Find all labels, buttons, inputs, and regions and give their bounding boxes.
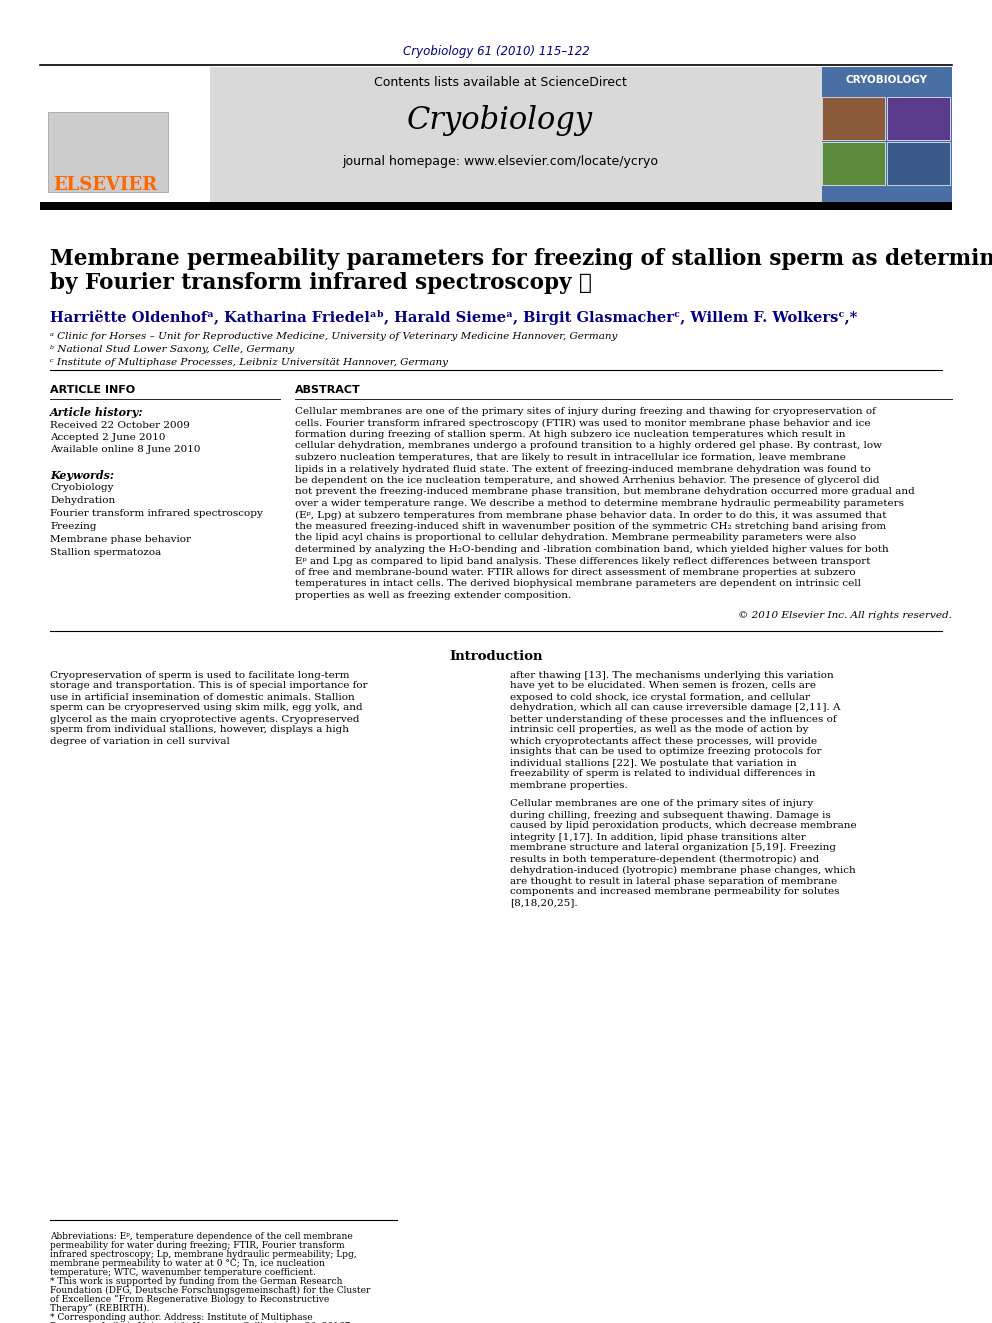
Text: Accepted 2 June 2010: Accepted 2 June 2010 [50, 433, 166, 442]
Text: dehydration-induced (lyotropic) membrane phase changes, which: dehydration-induced (lyotropic) membrane… [510, 865, 856, 875]
Bar [887, 97, 950, 140]
Text: of Excellence “From Regenerative Biology to Reconstructive: of Excellence “From Regenerative Biology… [50, 1295, 329, 1304]
Text: ELSEVIER: ELSEVIER [53, 176, 157, 194]
Text: [8,18,20,25].: [8,18,20,25]. [510, 898, 577, 908]
Text: Foundation (DFG, Deutsche Forschungsgemeinschaft) for the Cluster: Foundation (DFG, Deutsche Forschungsgeme… [50, 1286, 370, 1295]
Text: over a wider temperature range. We describe a method to determine membrane hydra: over a wider temperature range. We descr… [295, 499, 904, 508]
Bar [40, 202, 952, 210]
Text: lipids in a relatively hydrated fluid state. The extent of freezing-induced memb: lipids in a relatively hydrated fluid st… [295, 464, 871, 474]
Text: determined by analyzing the H₂O-bending and -libration combination band, which y: determined by analyzing the H₂O-bending … [295, 545, 889, 554]
Text: Available online 8 June 2010: Available online 8 June 2010 [50, 445, 200, 454]
Text: Therapy” (REBIRTH).: Therapy” (REBIRTH). [50, 1304, 150, 1314]
Bar [40, 67, 952, 206]
Text: intrinsic cell properties, as well as the mode of action by: intrinsic cell properties, as well as th… [510, 725, 808, 734]
Text: * This work is supported by funding from the German Research: * This work is supported by funding from… [50, 1277, 342, 1286]
Text: better understanding of these processes and the influences of: better understanding of these processes … [510, 714, 836, 724]
Text: (Eᵖ, Lpg) at subzero temperatures from membrane phase behavior data. In order to: (Eᵖ, Lpg) at subzero temperatures from m… [295, 511, 887, 520]
Bar [48, 112, 168, 192]
Text: ARTICLE INFO: ARTICLE INFO [50, 385, 135, 396]
Text: Contents lists available at ScienceDirect: Contents lists available at ScienceDirec… [374, 75, 626, 89]
Text: exposed to cold shock, ice crystal formation, and cellular: exposed to cold shock, ice crystal forma… [510, 692, 810, 701]
Bar [822, 97, 885, 140]
Text: are thought to result in lateral phase separation of membrane: are thought to result in lateral phase s… [510, 877, 837, 885]
Text: Dehydration: Dehydration [50, 496, 115, 505]
Text: sperm can be cryopreserved using skim milk, egg yolk, and: sperm can be cryopreserved using skim mi… [50, 704, 363, 713]
Text: Freezing: Freezing [50, 523, 96, 531]
Text: Membrane permeability parameters for freezing of stallion sperm as determined: Membrane permeability parameters for fre… [50, 247, 992, 270]
Text: glycerol as the main cryoprotective agents. Cryopreserved: glycerol as the main cryoprotective agen… [50, 714, 359, 724]
Text: use in artificial insemination of domestic animals. Stallion: use in artificial insemination of domest… [50, 692, 355, 701]
Text: have yet to be elucidated. When semen is frozen, cells are: have yet to be elucidated. When semen is… [510, 681, 816, 691]
Text: not prevent the freezing-induced membrane phase transition, but membrane dehydra: not prevent the freezing-induced membran… [295, 487, 915, 496]
Text: of free and membrane-bound water. FTIR allows for direct assessment of membrane : of free and membrane-bound water. FTIR a… [295, 568, 856, 577]
Text: journal homepage: www.elsevier.com/locate/ycryo: journal homepage: www.elsevier.com/locat… [342, 156, 658, 168]
Text: Membrane phase behavior: Membrane phase behavior [50, 534, 191, 544]
Text: after thawing [13]. The mechanisms underlying this variation: after thawing [13]. The mechanisms under… [510, 671, 833, 680]
Text: subzero nucleation temperatures, that are likely to result in intracellular ice : subzero nucleation temperatures, that ar… [295, 452, 846, 462]
Text: dehydration, which all can cause irreversible damage [2,11]. A: dehydration, which all can cause irrever… [510, 704, 840, 713]
Text: membrane structure and lateral organization [5,19]. Freezing: membrane structure and lateral organizat… [510, 844, 836, 852]
Text: which cryoprotectants affect these processes, will provide: which cryoprotectants affect these proce… [510, 737, 817, 745]
Text: Cellular membranes are one of the primary sites of injury during freezing and th: Cellular membranes are one of the primar… [295, 407, 876, 415]
Text: Cryobiology 61 (2010) 115–122: Cryobiology 61 (2010) 115–122 [403, 45, 589, 58]
Text: cells. Fourier transform infrared spectroscopy (FTIR) was used to monitor membra: cells. Fourier transform infrared spectr… [295, 418, 871, 427]
Text: formation during freezing of stallion sperm. At high subzero ice nucleation temp: formation during freezing of stallion sp… [295, 430, 845, 439]
Text: storage and transportation. This is of special importance for: storage and transportation. This is of s… [50, 681, 368, 691]
Text: cellular dehydration, membranes undergo a profound transition to a highly ordere: cellular dehydration, membranes undergo … [295, 442, 882, 451]
Text: individual stallions [22]. We postulate that variation in: individual stallions [22]. We postulate … [510, 758, 797, 767]
Text: temperatures in intact cells. The derived biophysical membrane parameters are de: temperatures in intact cells. The derive… [295, 579, 861, 589]
Text: Cryobiology: Cryobiology [50, 483, 113, 492]
Text: CRYOBIOLOGY: CRYOBIOLOGY [846, 75, 928, 85]
Text: temperature; WTC, wavenumber temperature coefficient.: temperature; WTC, wavenumber temperature… [50, 1267, 315, 1277]
Text: Abbreviations: Eᵖ, temperature dependence of the cell membrane: Abbreviations: Eᵖ, temperature dependenc… [50, 1232, 353, 1241]
Text: the measured freezing-induced shift in wavenumber position of the symmetric CH₂ : the measured freezing-induced shift in w… [295, 523, 886, 531]
Text: Cellular membranes are one of the primary sites of injury: Cellular membranes are one of the primar… [510, 799, 813, 808]
Text: sperm from individual stallions, however, displays a high: sperm from individual stallions, however… [50, 725, 349, 734]
Text: Article history:: Article history: [50, 407, 144, 418]
Text: Introduction: Introduction [449, 651, 543, 664]
Text: by Fourier transform infrared spectroscopy ☆: by Fourier transform infrared spectrosco… [50, 273, 592, 294]
Text: be dependent on the ice nucleation temperature, and showed Arrhenius behavior. T: be dependent on the ice nucleation tempe… [295, 476, 880, 486]
Text: Cryobiology: Cryobiology [407, 105, 593, 135]
Text: properties as well as freezing extender composition.: properties as well as freezing extender … [295, 591, 571, 601]
Text: infrared spectroscopy; Lp, membrane hydraulic permeability; Lpg,: infrared spectroscopy; Lp, membrane hydr… [50, 1250, 357, 1259]
Text: caused by lipid peroxidation products, which decrease membrane: caused by lipid peroxidation products, w… [510, 822, 857, 831]
Text: Stallion spermatozoa: Stallion spermatozoa [50, 548, 162, 557]
Text: membrane properties.: membrane properties. [510, 781, 628, 790]
Text: © 2010 Elsevier Inc. All rights reserved.: © 2010 Elsevier Inc. All rights reserved… [738, 610, 952, 619]
Text: ᵇ National Stud Lower Saxony, Celle, Germany: ᵇ National Stud Lower Saxony, Celle, Ger… [50, 345, 295, 355]
Bar [822, 67, 952, 206]
Text: results in both temperature-dependent (thermotropic) and: results in both temperature-dependent (t… [510, 855, 819, 864]
Text: Cryopreservation of sperm is used to facilitate long-term: Cryopreservation of sperm is used to fac… [50, 671, 349, 680]
Text: components and increased membrane permeability for solutes: components and increased membrane permea… [510, 888, 839, 897]
Bar [822, 142, 885, 185]
Text: permeability for water during freezing; FTIR, Fourier transform: permeability for water during freezing; … [50, 1241, 344, 1250]
Text: insights that can be used to optimize freezing protocols for: insights that can be used to optimize fr… [510, 747, 821, 757]
Text: membrane permeability to water at 0 °C; Tn, ice nucleation: membrane permeability to water at 0 °C; … [50, 1259, 324, 1267]
Text: * Corresponding author. Address: Institute of Multiphase: * Corresponding author. Address: Institu… [50, 1312, 312, 1322]
Text: freezability of sperm is related to individual differences in: freezability of sperm is related to indi… [510, 770, 815, 778]
Bar [40, 67, 210, 206]
Text: ᵃ Clinic for Horses – Unit for Reproductive Medicine, University of Veterinary M: ᵃ Clinic for Horses – Unit for Reproduct… [50, 332, 617, 341]
Text: ABSTRACT: ABSTRACT [295, 385, 361, 396]
Bar [887, 142, 950, 185]
Text: Harriëtte Oldenhofᵃ, Katharina Friedelᵃᵇ, Harald Siemeᵃ, Birgit Glasmacherᶜ, Wil: Harriëtte Oldenhofᵃ, Katharina Friedelᵃᵇ… [50, 310, 857, 325]
Text: Fourier transform infrared spectroscopy: Fourier transform infrared spectroscopy [50, 509, 263, 519]
Text: integrity [1,17]. In addition, lipid phase transitions alter: integrity [1,17]. In addition, lipid pha… [510, 832, 806, 841]
Text: ᶜ Institute of Multiphase Processes, Leibniz Universität Hannover, Germany: ᶜ Institute of Multiphase Processes, Lei… [50, 359, 448, 366]
Text: the lipid acyl chains is proportional to cellular dehydration. Membrane permeabi: the lipid acyl chains is proportional to… [295, 533, 856, 542]
Text: during chilling, freezing and subsequent thawing. Damage is: during chilling, freezing and subsequent… [510, 811, 830, 819]
Text: degree of variation in cell survival: degree of variation in cell survival [50, 737, 230, 745]
Text: Eᵖ and Lpg as compared to lipid band analysis. These differences likely reflect : Eᵖ and Lpg as compared to lipid band ana… [295, 557, 871, 565]
Text: Received 22 October 2009: Received 22 October 2009 [50, 421, 189, 430]
Text: Keywords:: Keywords: [50, 470, 114, 482]
